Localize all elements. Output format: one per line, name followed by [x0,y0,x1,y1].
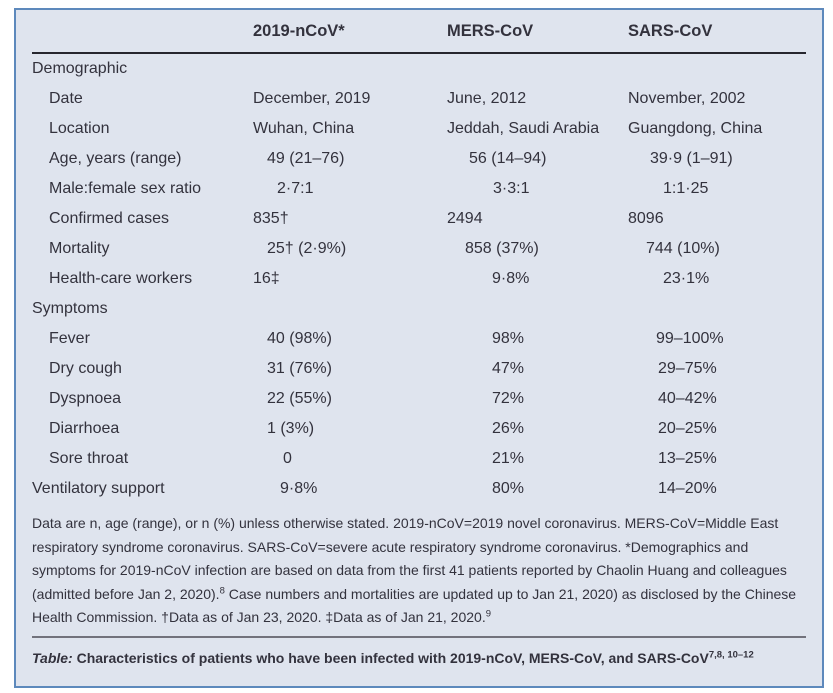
cell-mers: 21% [492,450,525,467]
table-row: Male:female sex ratio 2·7:1 3·3:1 1:1·25 [32,174,806,204]
row-label: Dry cough [49,360,122,377]
cell-2019ncov: 2·7:1 [277,180,314,197]
row-label: Date [49,90,83,107]
cell-mers: 3·3:1 [493,180,530,197]
cell-sars: 8096 [628,210,664,227]
section-row: Symptoms [32,294,806,324]
cell-mers: 9·8% [492,270,530,287]
cell-mers: 56 (14–94) [469,150,547,167]
caption-reference-superscript: 7,8, 10–12 [708,648,754,660]
table-row: Location Wuhan, China Jeddah, Saudi Arabia… [32,114,806,144]
table-row: Diarrhoea 1 (3%) 26% 20–25% [32,414,806,444]
cell-mers: 26% [492,420,525,437]
cell-sars: 40–42% [658,390,717,407]
table-row: Mortality 25† (2·9%) 858 (37%) 744 (10%) [32,234,806,264]
cell-2019ncov: 9·8% [280,480,318,497]
column-header-2019ncov: 2019-nCoV* [253,21,345,40]
caption-prefix: Table: [32,649,73,666]
cell-2019ncov: 31 (76%) [267,360,332,377]
cell-mers: 858 (37%) [465,240,539,257]
section-label: Demographic [32,60,128,77]
cell-2019ncov: 835† [253,210,289,227]
footnote-text-1: Data are n, age (range), or n (%) unless… [32,515,787,602]
cell-sars: 14–20% [658,480,717,497]
cell-2019ncov: 22 (55%) [267,390,332,407]
cell-mers: 47% [492,360,525,377]
table-row: Dyspnoea 22 (55%) 72% 40–42% [32,384,806,414]
cell-mers: Jeddah, Saudi Arabia [447,120,600,137]
table-frame: 2019-nCoV* MERS-CoV SARS-CoV Demographic… [14,8,824,688]
footnote-text-2: Case numbers and mortalities are updated… [32,585,797,626]
column-header-sars: SARS-CoV [628,21,713,40]
cell-sars: 39·9 (1–91) [650,150,733,167]
cell-sars: 29–75% [658,360,717,377]
table-row: Sore throat 0 21% 13–25% [32,444,806,474]
table-row: Confirmed cases 835† 2494 8096 [32,204,806,234]
column-header-row: 2019-nCoV* MERS-CoV SARS-CoV [32,10,806,52]
table-row: Ventilatory support 9·8% 80% 14–20% [32,474,806,504]
table-row: Dry cough 31 (76%) 47% 29–75% [32,354,806,384]
table-caption: Table: Characteristics of patients who h… [32,650,806,666]
cell-sars: 13–25% [658,450,717,467]
cell-sars: 20–25% [658,420,717,437]
cell-2019ncov: 49 (21–76) [267,150,345,167]
cell-2019ncov: 16‡ [253,270,280,287]
cell-2019ncov: 25† (2·9%) [267,240,347,257]
cell-mers: 72% [492,390,525,407]
cell-2019ncov: 0 [283,450,292,467]
cell-sars: 744 (10%) [646,240,720,257]
cell-mers: 98% [492,330,525,347]
section-row: Demographic [32,54,806,84]
cell-sars: November, 2002 [628,90,746,107]
row-label: Age, years (range) [49,150,182,167]
cell-mers: 80% [492,480,525,497]
cell-sars: 1:1·25 [663,180,709,197]
row-label: Male:female sex ratio [49,180,202,197]
reference-superscript-9: 9 [485,608,492,620]
row-label: Fever [49,330,90,347]
row-label: Confirmed cases [49,210,170,227]
row-label: Mortality [49,240,110,257]
table-row: Age, years (range) 49 (21–76) 56 (14–94) 39… [32,144,806,174]
row-label: Health-care workers [49,270,193,287]
reference-superscript-8: 8 [219,584,225,596]
cell-2019ncov: Wuhan, China [253,120,355,137]
cell-sars: 23·1% [663,270,710,287]
table-row: Fever 40 (98%) 98% 99–100% [32,324,806,354]
row-label: Ventilatory support [32,480,165,497]
cell-sars: 99–100% [656,330,724,347]
cell-2019ncov: 1 (3%) [267,420,315,437]
cell-mers: June, 2012 [447,90,527,107]
row-label: Diarrhoea [49,420,120,437]
cell-2019ncov: December, 2019 [253,90,371,107]
table-row: Health-care workers 16‡ 9·8% 23·1% [32,264,806,294]
cell-mers: 2494 [447,210,483,227]
section-label: Symptoms [32,300,108,317]
cell-2019ncov: 40 (98%) [267,330,332,347]
row-label: Dyspnoea [49,390,122,407]
table-row: Date December, 2019 June, 2012 November, 20… [32,84,806,114]
caption-divider [32,635,806,638]
row-label: Sore throat [49,450,129,467]
header-divider [32,52,806,54]
footnote: Data are n, age (range), or n (%) unless… [32,512,806,630]
row-label: Location [49,120,110,137]
table-body: Demographic Date December, 2019 June, 2012 N… [32,54,806,504]
column-header-mers: MERS-CoV [447,21,534,40]
cell-sars: Guangdong, China [628,120,763,137]
caption-text: Characteristics of patients who have bee… [72,649,709,666]
